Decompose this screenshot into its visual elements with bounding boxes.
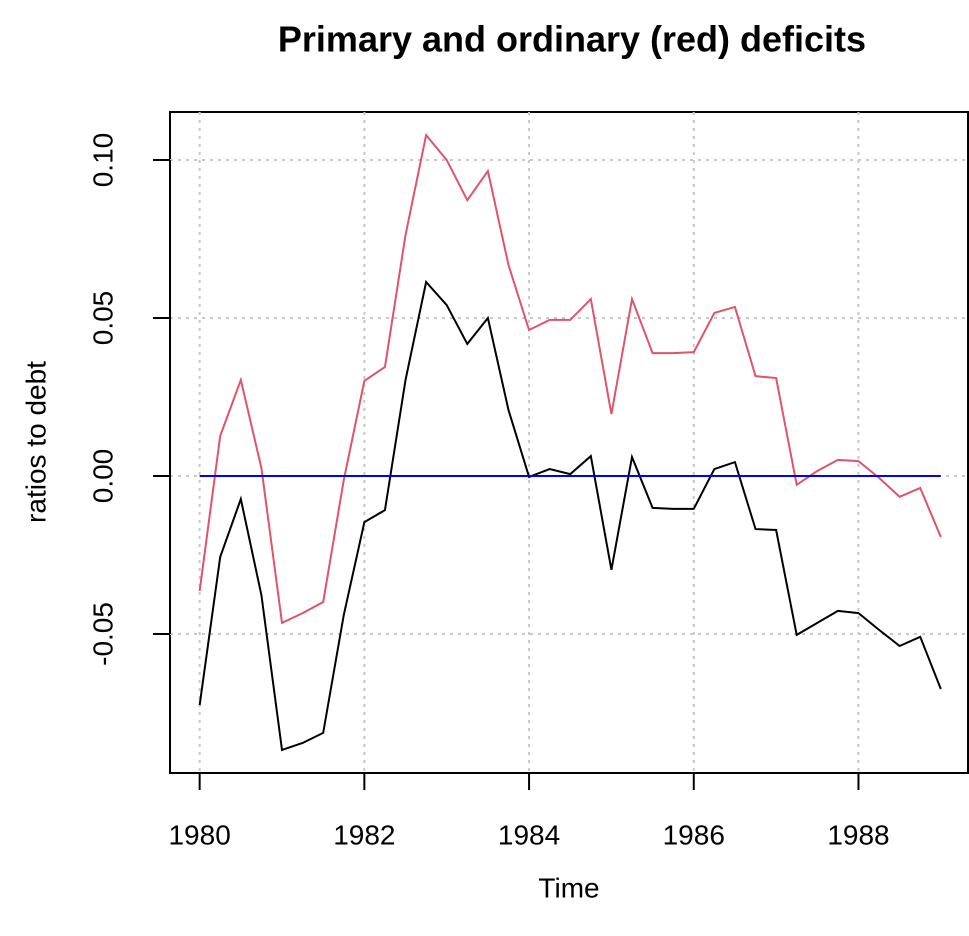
y-axis-label: ratios to debt	[20, 361, 51, 523]
series-line	[198, 132, 942, 625]
x-tick-label: 1986	[663, 819, 725, 850]
chart-title: Primary and ordinary (red) deficits	[278, 19, 866, 60]
y-tick-label: -0.05	[87, 602, 118, 666]
x-tick-label: 1982	[333, 819, 395, 850]
y-tick-label: 0.10	[87, 133, 118, 188]
y-tick-label: 0.00	[87, 449, 118, 504]
series-line	[198, 279, 942, 752]
x-axis-label: Time	[538, 872, 599, 903]
plot-frame	[169, 111, 969, 774]
x-tick-label: 1980	[168, 819, 230, 850]
x-tick-label: 1984	[498, 819, 560, 850]
x-tick-label: 1988	[827, 819, 889, 850]
y-tick-label: 0.05	[87, 291, 118, 346]
